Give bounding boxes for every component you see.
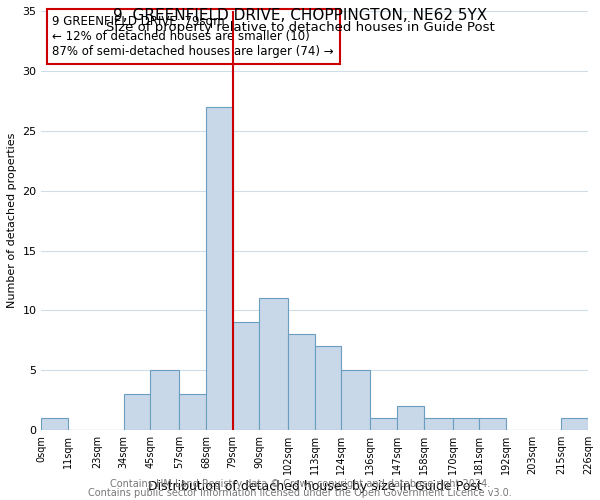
Bar: [288, 334, 315, 430]
Bar: [151, 370, 179, 430]
Bar: [397, 406, 424, 430]
Bar: [259, 298, 288, 430]
Bar: [315, 346, 341, 430]
Bar: [206, 107, 233, 430]
Bar: [452, 418, 479, 430]
Text: Contains HM Land Registry data © Crown copyright and database right 2024.: Contains HM Land Registry data © Crown c…: [110, 479, 490, 489]
Text: Contains public sector information licensed under the Open Government Licence v3: Contains public sector information licen…: [88, 488, 512, 498]
Text: 9 GREENFIELD DRIVE: 79sqm
← 12% of detached houses are smaller (10)
87% of semi-: 9 GREENFIELD DRIVE: 79sqm ← 12% of detac…: [52, 15, 334, 58]
X-axis label: Distribution of detached houses by size in Guide Post: Distribution of detached houses by size …: [148, 480, 482, 493]
Bar: [370, 418, 397, 430]
Bar: [124, 394, 151, 430]
Bar: [341, 370, 370, 430]
Bar: [562, 418, 588, 430]
Y-axis label: Number of detached properties: Number of detached properties: [7, 133, 17, 308]
Bar: [41, 418, 68, 430]
Text: Size of property relative to detached houses in Guide Post: Size of property relative to detached ho…: [106, 21, 494, 34]
Bar: [233, 322, 259, 430]
Bar: [479, 418, 506, 430]
Bar: [424, 418, 452, 430]
Text: 9, GREENFIELD DRIVE, CHOPPINGTON, NE62 5YX: 9, GREENFIELD DRIVE, CHOPPINGTON, NE62 5…: [113, 8, 487, 22]
Bar: [179, 394, 206, 430]
